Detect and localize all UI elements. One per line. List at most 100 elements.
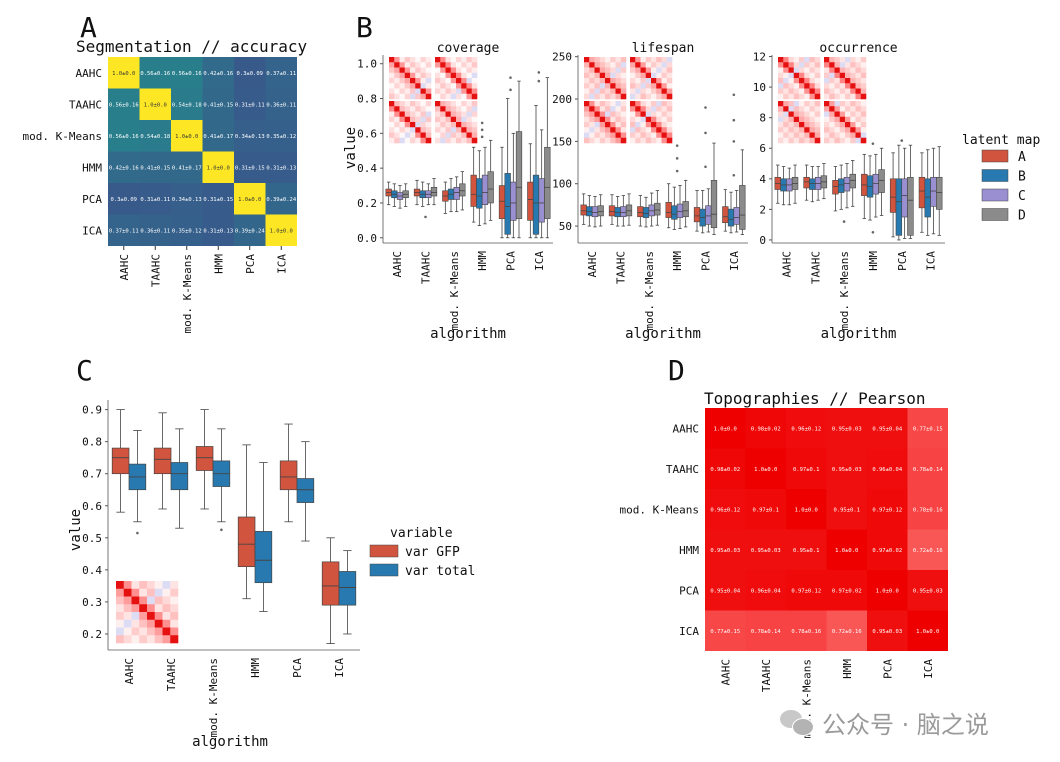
panel-A-row-label: mod. K-Means: [23, 130, 102, 143]
panel-B-thumbnail-cell: [850, 83, 856, 89]
panel-C-inset-cell: [116, 588, 125, 597]
panel-B-thumbnail-cell: [630, 57, 636, 63]
panel-B-thumbnail-cell: [425, 132, 432, 139]
panel-B-thumbnail-cell: [415, 57, 421, 63]
panel-B-thumbnail-cell: [461, 57, 467, 63]
panel-B-box: [739, 185, 746, 230]
panel-B-thumbnail-cell: [850, 106, 856, 112]
panel-B-thumbnail-cell: [651, 67, 657, 74]
panel-A-cell-label: 0.41±0.15: [140, 165, 170, 171]
panel-B-thumbnail-cell: [415, 72, 421, 79]
panel-B-thumbnail-cell: [666, 137, 673, 144]
panel-A-row-label: PCA: [82, 193, 102, 206]
panel-B-box: [930, 176, 937, 207]
panel-B-thumbnail-cell: [814, 111, 821, 118]
panel-A-cell: [202, 120, 234, 152]
panel-B-thumbnail-cell: [845, 137, 851, 144]
panel-A-col-label: PCA: [244, 254, 257, 274]
panel-B-thumbnail-cell: [850, 57, 856, 63]
panel-B-thumbnail-cell: [399, 83, 406, 89]
panel-B-thumbnail-cell: [394, 78, 400, 84]
panel-B-thumbnail-cell: [799, 111, 805, 118]
panel-B-thumbnail-cell: [839, 67, 846, 74]
panel-B-ytick-label: 100: [552, 178, 572, 191]
panel-B-thumbnail-cell: [824, 62, 830, 68]
panel-B-thumbnail-cell: [656, 72, 662, 79]
panel-B-thumbnail-cell: [389, 116, 395, 123]
panel-A-cell: [139, 57, 171, 89]
panel-B-thumbnail-cell: [584, 72, 590, 79]
panel-B-xtick-label: ICA: [533, 251, 546, 271]
panel-B-thumbnail-cell: [471, 78, 478, 84]
panel-B-thumbnail-cell: [839, 137, 846, 144]
panel-A-cell-label: 0.39±0.24: [266, 197, 296, 203]
panel-C-xtick-label: AAHC: [123, 658, 136, 685]
panel-B-box: [487, 171, 494, 204]
panel-B-thumbnail-cell: [788, 62, 795, 68]
panel-B-thumbnail-cell: [605, 57, 611, 63]
panel-B-thumbnail-cell: [635, 116, 641, 123]
panel-D-cell-label: 0.78±0.16: [913, 507, 943, 513]
panel-B-thumbnail-cell: [788, 78, 795, 84]
panel-B-thumbnail-cell: [804, 132, 810, 139]
panel-B-thumbnail-cell: [804, 93, 810, 100]
panel-A-cell: [171, 57, 203, 89]
panel-B-thumbnail-cell: [783, 122, 789, 128]
panel-D-col-label: AAHC: [719, 659, 732, 686]
panel-D-cell: [705, 489, 746, 530]
panel-B-thumbnail-cell: [809, 137, 816, 144]
panel-B-thumbnail-cell: [829, 83, 835, 89]
panel-B-xtick-label: TAAHC: [809, 251, 822, 284]
panel-B-thumbnail-cell: [829, 132, 835, 139]
panel-B-thumbnail-cell: [829, 106, 835, 112]
panel-B-thumbnail-cell: [656, 83, 662, 89]
panel-B-thumbnail-cell: [666, 62, 673, 68]
panel-B-thumbnail-cell: [445, 67, 452, 74]
panel-C-ylabel: value: [68, 509, 84, 551]
panel-B-thumbnail-cell: [605, 93, 611, 100]
panel-B-xlabel: algorithm: [821, 326, 897, 342]
panel-B-thumbnail-cell: [829, 78, 835, 84]
panel-B-legend-label: D: [1018, 209, 1026, 224]
panel-B-thumbnail-cell: [788, 83, 795, 89]
panel-B-thumbnail-cell: [471, 122, 478, 128]
panel-B-thumbnail-cell: [839, 57, 846, 63]
panel-B-thumbnail-cell: [584, 127, 590, 133]
panel-B-thumbnail-cell: [450, 83, 457, 89]
panel-B-thumbnail-cell: [399, 72, 406, 79]
panel-B-thumbnail-cell: [855, 122, 862, 128]
panel-A-cell: [234, 214, 266, 246]
panel-A-cell: [202, 183, 234, 215]
panel-B-thumbnail-cell: [445, 122, 452, 128]
panel-B-thumbnail-cell: [599, 122, 606, 128]
panel-B-thumbnail-cell: [645, 122, 652, 128]
panel-B-thumbnail-cell: [656, 101, 662, 107]
panel-C-inset-cell: [139, 627, 148, 636]
panel-B-thumbnail-cell: [814, 132, 821, 139]
panel-B-thumbnail-cell: [850, 62, 856, 68]
panel-B-thumbnail-cell: [783, 132, 789, 139]
panel-D-cell: [705, 610, 746, 651]
panel-B-box: [682, 201, 689, 218]
panel-C-inset-cell: [139, 581, 148, 590]
panel-B-thumbnail-cell: [845, 106, 851, 112]
panel-B-thumbnail-cell: [850, 127, 856, 133]
panel-B-thumbnail-cell: [425, 62, 432, 68]
panel-B-thumbnail-cell: [410, 137, 416, 144]
panel-B-thumbnail-cell: [456, 127, 462, 133]
panel-B-thumbnail-cell: [850, 93, 856, 100]
panel-B-box: [620, 206, 627, 218]
panel-B-box: [580, 204, 587, 216]
panel-B-thumbnail-cell: [850, 122, 856, 128]
panel-B-thumbnail-cell: [656, 106, 662, 112]
panel-B-thumbnail-cell: [651, 137, 657, 144]
panel-B-thumbnail-cell: [425, 72, 432, 79]
panel-B-thumbnail-cell: [599, 106, 606, 112]
panel-B-thumbnail-cell: [778, 88, 784, 95]
panel-B-thumbnail-cell: [445, 137, 452, 144]
panel-B-box: [637, 206, 644, 218]
panel-B-thumbnail-cell: [645, 116, 652, 123]
panel-B-thumbnail-cell: [804, 62, 810, 68]
panel-D-cell: [907, 489, 948, 530]
panel-B-box: [901, 178, 908, 218]
